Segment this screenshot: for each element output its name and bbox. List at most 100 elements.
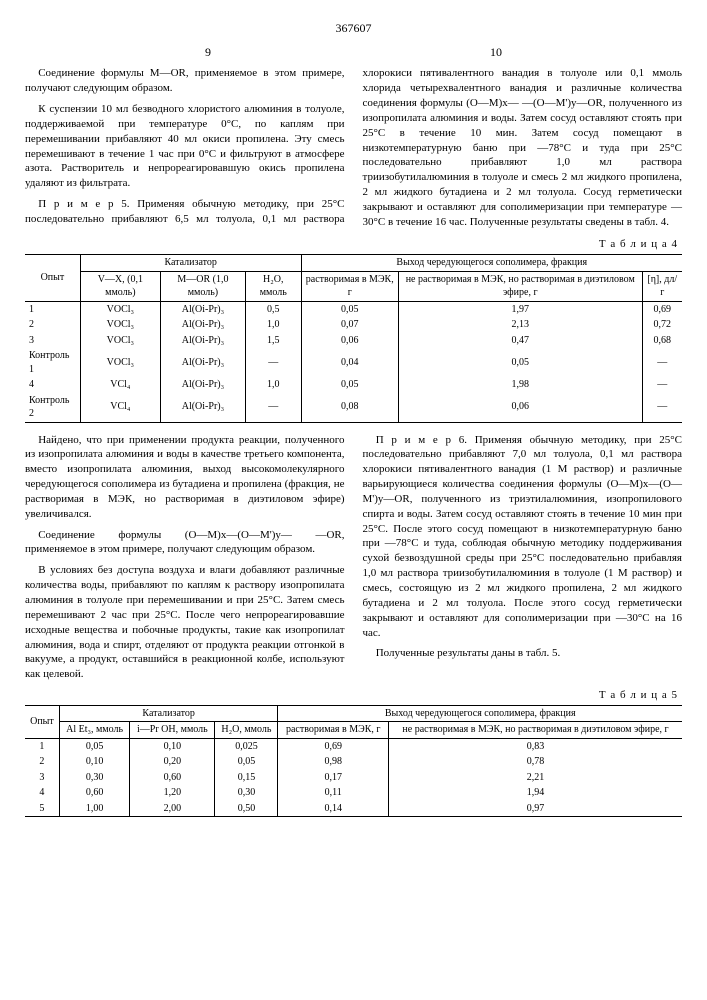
para: Найдено, что при применении продукта реа… — [25, 433, 345, 522]
table5-label: Т а б л и ц а 5 — [25, 688, 678, 703]
table-cell: 1,94 — [389, 785, 682, 801]
table-cell: — — [642, 377, 682, 393]
table-cell: 2,00 — [130, 801, 215, 817]
table-cell: 0,5 — [245, 301, 301, 317]
th-cat: Катализатор — [59, 705, 278, 722]
table-cell: 0,15 — [215, 770, 278, 786]
table-row: 30,300,600,150,172,21 — [25, 770, 682, 786]
para: Соединение формулы M—OR, применяемое в э… — [25, 66, 345, 96]
table-row: Контроль 2VCl₄Al(Oi-Pr)₃—0,080,06— — [25, 393, 682, 423]
table-cell: Al(Oi-Pr)₃ — [160, 393, 245, 423]
table-cell: 0,98 — [278, 754, 389, 770]
table-cell: — — [245, 348, 301, 377]
table-cell: 0,05 — [301, 301, 398, 317]
text-block-2: Найдено, что при применении продукта реа… — [25, 433, 682, 683]
table-cell: 0,69 — [278, 738, 389, 754]
th-insol: не растворимая в МЭК, но растворимая в д… — [389, 722, 682, 739]
table-cell: 0,97 — [389, 801, 682, 817]
para: Полученные результаты даны в табл. 5. — [363, 646, 683, 661]
th-out: Выход чередующегося сополимера, фракция — [301, 255, 682, 272]
table-cell: — — [642, 348, 682, 377]
table-cell: 4 — [25, 377, 80, 393]
table-cell: 0,05 — [301, 377, 398, 393]
table-cell: 0,69 — [642, 301, 682, 317]
table-row: Контроль 1VOCl₃Al(Oi-Pr)₃—0,040,05— — [25, 348, 682, 377]
table-cell: VOCl₃ — [80, 317, 160, 333]
table-cell: 1 — [25, 301, 80, 317]
table-cell: 0,60 — [130, 770, 215, 786]
table-cell: 0,83 — [389, 738, 682, 754]
table-row: 2VOCl₃Al(Oi-Pr)₃1,00,072,130,72 — [25, 317, 682, 333]
th-h2o: H₂O, ммоль — [245, 271, 301, 301]
table-cell: 0,08 — [301, 393, 398, 423]
th-eta: [η], дл/г — [642, 271, 682, 301]
table-row: 51,002,000,500,140,97 — [25, 801, 682, 817]
table-cell: 1,00 — [59, 801, 129, 817]
table-cell: 0,05 — [215, 754, 278, 770]
table-cell: 1,20 — [130, 785, 215, 801]
table-cell: 1,0 — [245, 317, 301, 333]
table-cell: 0,47 — [398, 333, 642, 349]
table-cell: 0,06 — [301, 333, 398, 349]
table-cell: 2,21 — [389, 770, 682, 786]
table-cell: 0,68 — [642, 333, 682, 349]
para: К суспензии 10 мл безводного хлористого … — [25, 102, 345, 191]
table4: Опыт Катализатор Выход чередующегося соп… — [25, 254, 682, 423]
table-cell: 2 — [25, 317, 80, 333]
table-cell: 3 — [25, 333, 80, 349]
table-cell: 0,05 — [398, 348, 642, 377]
table-cell: 1 — [25, 738, 59, 754]
th-h2o: H₂O, ммоль — [215, 722, 278, 739]
table-cell: 0,11 — [278, 785, 389, 801]
table-cell: 1,97 — [398, 301, 642, 317]
table-cell: 4 — [25, 785, 59, 801]
table-cell: 1,5 — [245, 333, 301, 349]
table-cell: Al(Oi-Pr)₃ — [160, 377, 245, 393]
table-cell: Контроль 2 — [25, 393, 80, 423]
table-cell: 0,30 — [215, 785, 278, 801]
table-cell: VCl₄ — [80, 377, 160, 393]
table-cell: — — [245, 393, 301, 423]
column-numbers: 9 10 — [25, 44, 682, 60]
para: Соединение формулы (O—M)x—(O—M')y— —OR, … — [25, 528, 345, 558]
table-cell: Al(Oi-Pr)₃ — [160, 348, 245, 377]
table-row: 40,601,200,300,111,94 — [25, 785, 682, 801]
table-row: 10,050,100,0250,690,83 — [25, 738, 682, 754]
table-cell: Al(Oi-Pr)₃ — [160, 333, 245, 349]
table-cell: 0,07 — [301, 317, 398, 333]
document-number: 367607 — [25, 20, 682, 36]
table-cell: 5 — [25, 801, 59, 817]
para: П р и м е р 6. Применяя обычную методику… — [363, 433, 683, 641]
table-cell: 0,50 — [215, 801, 278, 817]
th-opyt: Опыт — [25, 255, 80, 302]
table-cell: 0,14 — [278, 801, 389, 817]
table-cell: 0,06 — [398, 393, 642, 423]
th-sol: растворимая в МЭК, г — [278, 722, 389, 739]
table-cell: 1,0 — [245, 377, 301, 393]
table-cell: VOCl₃ — [80, 348, 160, 377]
table-cell: 0,78 — [389, 754, 682, 770]
th-insol: не растворимая в МЭК, но растворимая в д… — [398, 271, 642, 301]
table-cell: 2 — [25, 754, 59, 770]
table-cell: 0,04 — [301, 348, 398, 377]
table-row: 20,100,200,050,980,78 — [25, 754, 682, 770]
table4-label: Т а б л и ц а 4 — [25, 237, 678, 252]
th-alet: Al Et₃, ммоль — [59, 722, 129, 739]
th-vx: V—X, (0,1 ммоль) — [80, 271, 160, 301]
table-cell: 0,72 — [642, 317, 682, 333]
th-out: Выход чередующегося сополимера, фракция — [278, 705, 682, 722]
table-cell: VOCl₃ — [80, 301, 160, 317]
text-block-1: Соединение формулы M—OR, применяемое в э… — [25, 66, 682, 231]
table-cell: 0,20 — [130, 754, 215, 770]
col-right-num: 10 — [490, 44, 502, 60]
table-cell: 0,17 — [278, 770, 389, 786]
table-cell: 1,98 — [398, 377, 642, 393]
table-row: 3VOCl₃Al(Oi-Pr)₃1,50,060,470,68 — [25, 333, 682, 349]
table-cell: 3 — [25, 770, 59, 786]
table5: Опыт Катализатор Выход чередующегося соп… — [25, 705, 682, 818]
table-cell: Контроль 1 — [25, 348, 80, 377]
th-sol: растворимая в МЭК, г — [301, 271, 398, 301]
th-opyt: Опыт — [25, 705, 59, 738]
para: В условиях без доступа воздуха и влаги д… — [25, 563, 345, 682]
table-cell: 0,05 — [59, 738, 129, 754]
